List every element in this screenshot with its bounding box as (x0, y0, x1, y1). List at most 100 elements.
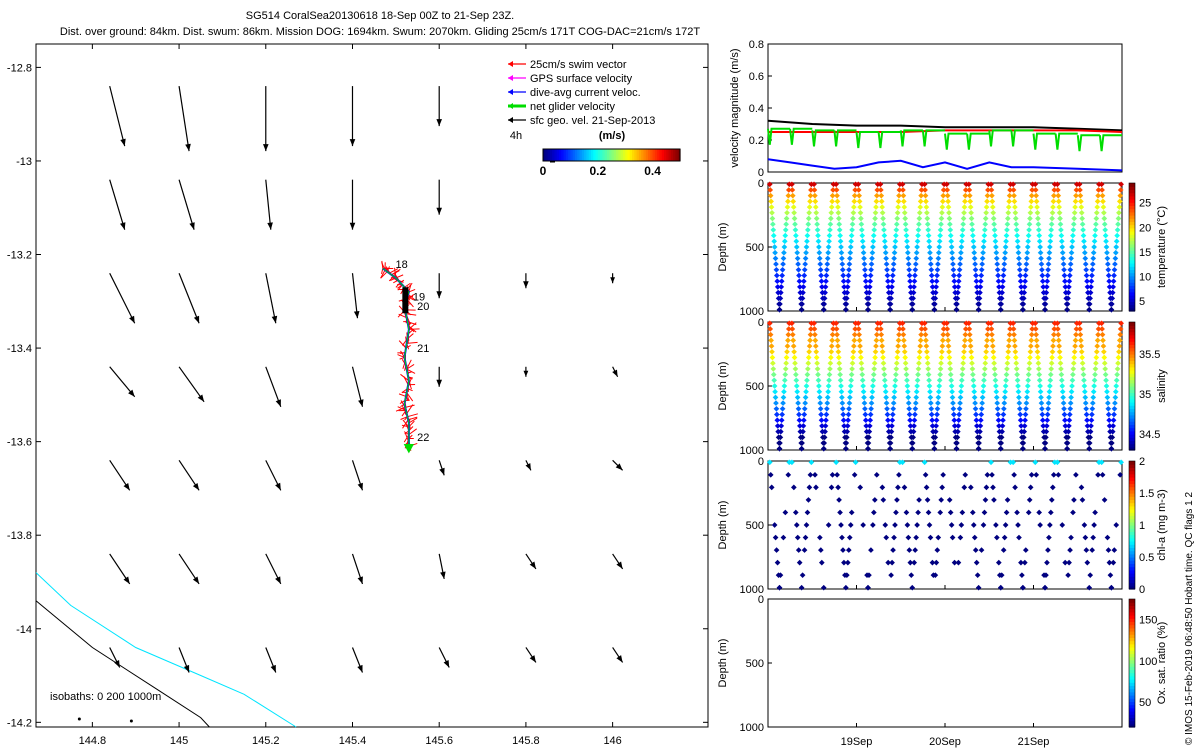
section-marker (1012, 209, 1019, 216)
section-marker (861, 400, 868, 406)
section-marker (1036, 377, 1043, 384)
section-marker (1108, 440, 1115, 446)
section-marker (1114, 227, 1121, 233)
section-marker (1027, 209, 1034, 216)
section-marker (870, 377, 877, 384)
section-marker (800, 428, 806, 435)
section-marker (1003, 232, 1010, 239)
section-marker (1028, 471, 1035, 478)
section-marker (909, 306, 916, 313)
section-marker (830, 187, 836, 193)
section-marker (959, 366, 966, 372)
section-marker (801, 411, 808, 418)
section-marker (922, 471, 929, 478)
section-marker (932, 434, 939, 441)
section-marker (767, 192, 774, 199)
map-colorbar-cell (629, 149, 633, 161)
section-marker (1093, 360, 1099, 367)
section-marker (894, 215, 901, 222)
section-marker (777, 295, 784, 302)
section-marker (859, 371, 866, 378)
section-marker (998, 301, 1005, 307)
section-marker (925, 509, 932, 516)
section-marker (802, 394, 809, 401)
section-marker (858, 215, 864, 222)
section-marker (861, 394, 867, 401)
section-colorbar-cell (1129, 534, 1135, 539)
section-marker (1032, 187, 1039, 193)
section-marker (882, 244, 889, 250)
section-marker (922, 331, 929, 338)
section-colorbar-tick-label: 1 (1139, 520, 1145, 532)
section-marker (829, 471, 836, 478)
section-marker (1081, 383, 1088, 389)
section-marker (846, 405, 852, 412)
section-marker (903, 371, 910, 378)
section-marker (806, 209, 812, 216)
section-marker (1001, 261, 1008, 267)
section-marker (993, 249, 1000, 256)
section-marker (1040, 423, 1047, 429)
section-marker (887, 306, 893, 313)
section-marker (915, 371, 921, 378)
section-marker (931, 445, 938, 452)
section-marker (959, 232, 966, 239)
section-marker (1100, 343, 1107, 349)
section-marker (1029, 187, 1036, 193)
section-marker (982, 215, 989, 222)
section-marker (923, 343, 930, 349)
section-marker (913, 388, 920, 395)
section-colorbar-cell (1129, 402, 1135, 406)
section-colorbar-cell (1129, 430, 1135, 435)
section-marker (781, 249, 787, 256)
map-ytick-label: -14.2 (7, 717, 32, 729)
section-marker (894, 354, 901, 361)
section-marker (958, 249, 964, 256)
section-marker (912, 400, 919, 406)
velocity-ylabel: velocity magnitude (m/s) (729, 48, 741, 167)
section-marker (890, 261, 897, 267)
section-marker (871, 366, 878, 372)
section-marker (1006, 337, 1012, 344)
section-marker (829, 337, 835, 344)
section-colorbar-cell (1129, 376, 1135, 381)
section-colorbar-cell (1129, 563, 1135, 568)
section-marker (818, 272, 824, 279)
swim-vector (406, 392, 414, 402)
section-marker (1089, 411, 1095, 418)
section-marker (980, 249, 986, 256)
section-marker (1026, 360, 1033, 367)
section-marker (843, 434, 850, 441)
section-marker (890, 266, 897, 273)
section-marker (916, 360, 922, 367)
section-marker (846, 261, 853, 267)
section-axes-frame (767, 460, 1123, 590)
geo-velocity-arrow (109, 179, 126, 230)
map-colorbar-cell (627, 149, 631, 161)
section-marker (1049, 484, 1056, 491)
section-marker (1088, 278, 1095, 285)
section-marker (805, 221, 812, 228)
section-marker (1067, 405, 1074, 412)
section-marker (978, 411, 985, 418)
section-marker (1028, 337, 1035, 344)
section-marker (939, 348, 945, 355)
section-marker (1060, 255, 1066, 262)
section-marker (1032, 181, 1039, 188)
section-marker (1020, 445, 1026, 452)
geo-velocity-arrowhead (120, 222, 126, 230)
section-ytick-label: 1000 (740, 722, 764, 734)
section-marker (1015, 249, 1022, 256)
section-marker (918, 187, 925, 193)
section-marker (1114, 371, 1120, 378)
section-colorbar-cell (1129, 537, 1135, 542)
section-marker (862, 266, 868, 273)
section-marker (769, 209, 775, 216)
section-marker (1001, 394, 1008, 401)
section-marker (1062, 284, 1069, 290)
section-marker (896, 192, 902, 199)
section-marker (970, 238, 977, 245)
geo-velocity-arrow (109, 272, 136, 324)
geo-velocity-arrowhead (353, 311, 360, 319)
section-marker (851, 331, 858, 338)
